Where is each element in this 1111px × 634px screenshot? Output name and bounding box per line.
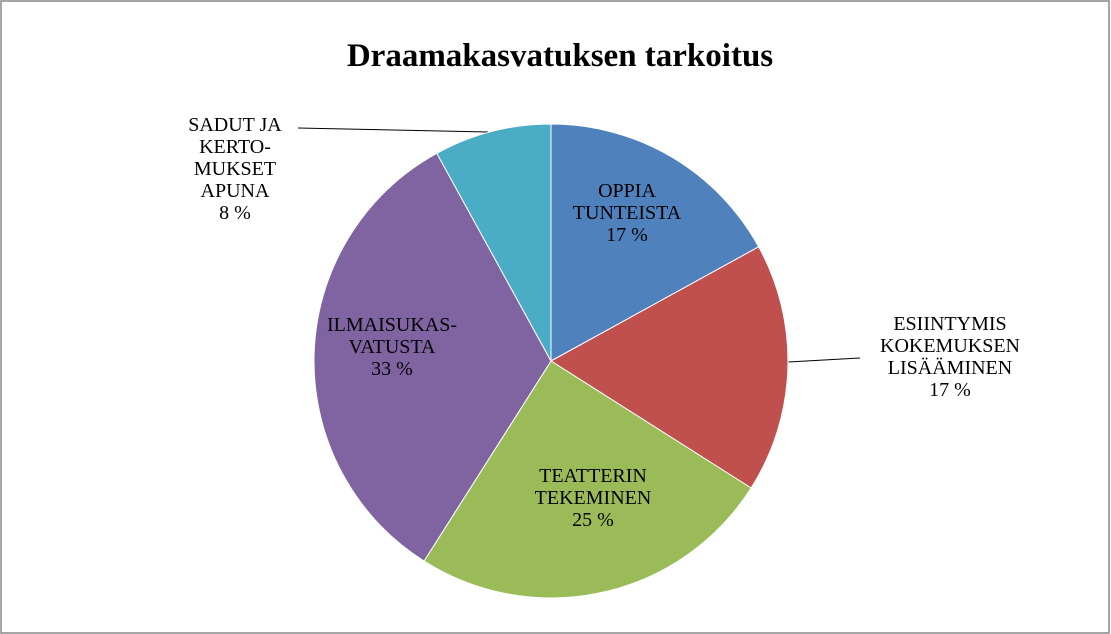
leader-line xyxy=(787,357,861,363)
slice-label: SADUT JA KERTO-MUKSET APUNA xyxy=(188,114,282,202)
value-label: 17 % xyxy=(929,379,971,401)
slice-label: ESIINTYMIS KOKEMUKSEN LISÄÄMINEN xyxy=(880,313,1020,379)
pie-slice xyxy=(436,123,552,362)
pie-slice xyxy=(313,152,552,562)
pie-slice xyxy=(550,123,760,362)
value-label: 33 % xyxy=(371,358,413,380)
leader-line xyxy=(297,127,489,133)
slice-label: TEATTERIN TEKEMINEN xyxy=(535,465,652,509)
value-label: 17 % xyxy=(606,224,648,246)
pie-slice xyxy=(423,360,752,599)
slice-label: OPPIA TUNTEISTA xyxy=(573,180,682,224)
chart-title: Draamakasvatuksen tarkoitus xyxy=(347,38,773,74)
value-label: 8 % xyxy=(219,202,251,224)
pie-slice xyxy=(550,246,789,489)
slice-label: ILMAISUKAS-VATUSTA xyxy=(327,314,457,358)
value-label: 25 % xyxy=(572,509,614,531)
